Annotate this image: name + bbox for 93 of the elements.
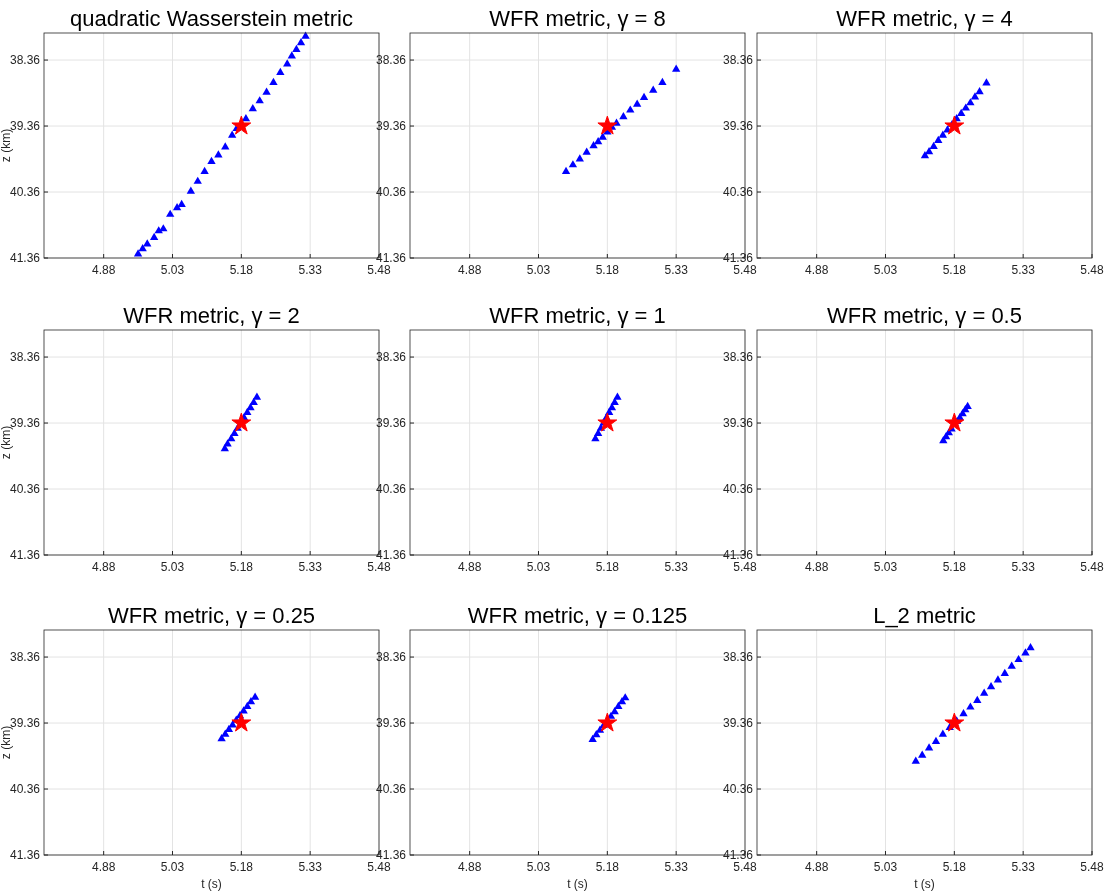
x-tick-label: 5.18 — [942, 560, 967, 574]
y-tick-label: 38.36 — [9, 350, 41, 365]
y-tick-label: 38.36 — [375, 53, 407, 68]
x-tick-label: 5.03 — [873, 860, 898, 874]
x-tick-label: 5.33 — [664, 860, 689, 874]
y-tick-label: 40.36 — [722, 482, 754, 497]
y-tick-label: 41.36 — [9, 848, 41, 863]
x-tick-label: 4.88 — [91, 560, 116, 574]
x-tick-label: 5.33 — [298, 560, 323, 574]
x-tick-label: 5.18 — [595, 263, 620, 277]
y-tick-label: 39.36 — [375, 716, 407, 731]
y-tick-label: 41.36 — [375, 251, 407, 266]
y-tick-label: 41.36 — [9, 251, 41, 266]
y-tick-label: 39.36 — [375, 416, 407, 431]
chart-title: WFR metric, γ = 1 — [489, 303, 666, 328]
y-tick-label: 41.36 — [375, 548, 407, 563]
y-axis-title: z (km) — [0, 425, 13, 460]
y-tick-label: 40.36 — [722, 782, 754, 797]
y-axis-title: z (km) — [0, 725, 13, 760]
chart-title: WFR metric, γ = 0.125 — [467, 603, 688, 628]
chart-title: WFR metric, γ = 2 — [123, 303, 300, 328]
x-tick-label: 4.88 — [91, 263, 116, 277]
y-tick-label: 38.36 — [722, 53, 754, 68]
x-tick-label: 5.33 — [1011, 560, 1036, 574]
x-tick-label: 5.33 — [298, 263, 323, 277]
y-tick-label: 39.36 — [722, 416, 754, 431]
x-tick-label: 4.88 — [457, 263, 482, 277]
x-tick-label: 5.33 — [1011, 263, 1036, 277]
x-tick-label: 5.03 — [873, 263, 898, 277]
x-tick-label: 5.33 — [298, 860, 323, 874]
x-tick-label: 4.88 — [804, 560, 829, 574]
x-tick-label: 4.88 — [457, 860, 482, 874]
y-axis-title: z (km) — [0, 128, 13, 163]
y-tick-label: 40.36 — [375, 782, 407, 797]
y-tick-label: 41.36 — [375, 848, 407, 863]
chart-title: WFR metric, γ = 8 — [489, 6, 666, 31]
y-tick-label: 39.36 — [722, 716, 754, 731]
y-tick-label: 38.36 — [722, 350, 754, 365]
x-tick-label: 4.88 — [457, 560, 482, 574]
x-tick-label: 5.18 — [229, 263, 254, 277]
x-tick-label: 5.18 — [229, 560, 254, 574]
chart-title: WFR metric, γ = 0.25 — [107, 603, 316, 628]
y-tick-label: 40.36 — [9, 782, 41, 797]
x-tick-label: 5.18 — [942, 263, 967, 277]
x-tick-label: 5.48 — [733, 263, 757, 277]
y-tick-label: 40.36 — [375, 482, 407, 497]
x-tick-label: 5.48 — [733, 560, 757, 574]
y-tick-label: 40.36 — [375, 185, 407, 200]
chart-title: quadratic Wasserstein metric — [70, 6, 353, 31]
x-tick-label: 5.48 — [367, 860, 391, 874]
x-tick-label: 5.48 — [1080, 860, 1104, 874]
x-tick-label: 5.03 — [526, 263, 551, 277]
y-tick-label: 41.36 — [722, 548, 754, 563]
x-tick-label: 5.03 — [526, 860, 551, 874]
y-tick-label: 40.36 — [9, 185, 41, 200]
y-tick-label: 41.36 — [722, 251, 754, 266]
y-tick-label: 40.36 — [9, 482, 41, 497]
x-tick-label: 5.03 — [526, 560, 551, 574]
x-axis-title: t (s) — [914, 877, 935, 891]
chart-title: WFR metric, γ = 0.5 — [827, 303, 1022, 328]
y-tick-label: 41.36 — [9, 548, 41, 563]
y-tick-label: 39.36 — [722, 119, 754, 134]
y-tick-label: 38.36 — [722, 650, 754, 665]
x-axis-title: t (s) — [567, 877, 588, 891]
x-tick-label: 4.88 — [804, 263, 829, 277]
x-axis-title: t (s) — [201, 877, 222, 891]
x-tick-label: 4.88 — [804, 860, 829, 874]
x-tick-label: 5.18 — [942, 860, 967, 874]
x-tick-label: 4.88 — [91, 860, 116, 874]
y-tick-label: 38.36 — [375, 650, 407, 665]
y-tick-label: 41.36 — [722, 848, 754, 863]
x-tick-label: 5.33 — [1011, 860, 1036, 874]
y-tick-label: 38.36 — [9, 650, 41, 665]
x-tick-label: 5.03 — [160, 560, 185, 574]
x-tick-label: 5.33 — [664, 263, 689, 277]
chart-title: WFR metric, γ = 4 — [836, 6, 1013, 31]
chart-title: L_2 metric — [873, 603, 976, 628]
y-tick-label: 38.36 — [9, 53, 41, 68]
x-tick-label: 5.03 — [160, 860, 185, 874]
x-tick-label: 5.48 — [367, 263, 391, 277]
x-tick-label: 5.48 — [367, 560, 391, 574]
x-tick-label: 5.18 — [595, 860, 620, 874]
y-tick-label: 40.36 — [722, 185, 754, 200]
x-tick-label: 5.18 — [229, 860, 254, 874]
x-tick-label: 5.48 — [733, 860, 757, 874]
x-tick-label: 5.33 — [664, 560, 689, 574]
y-tick-label: 38.36 — [375, 350, 407, 365]
x-tick-label: 5.18 — [595, 560, 620, 574]
x-tick-label: 5.03 — [160, 263, 185, 277]
x-tick-label: 5.48 — [1080, 560, 1104, 574]
x-tick-label: 5.03 — [873, 560, 898, 574]
y-tick-label: 39.36 — [375, 119, 407, 134]
x-tick-label: 5.48 — [1080, 263, 1104, 277]
